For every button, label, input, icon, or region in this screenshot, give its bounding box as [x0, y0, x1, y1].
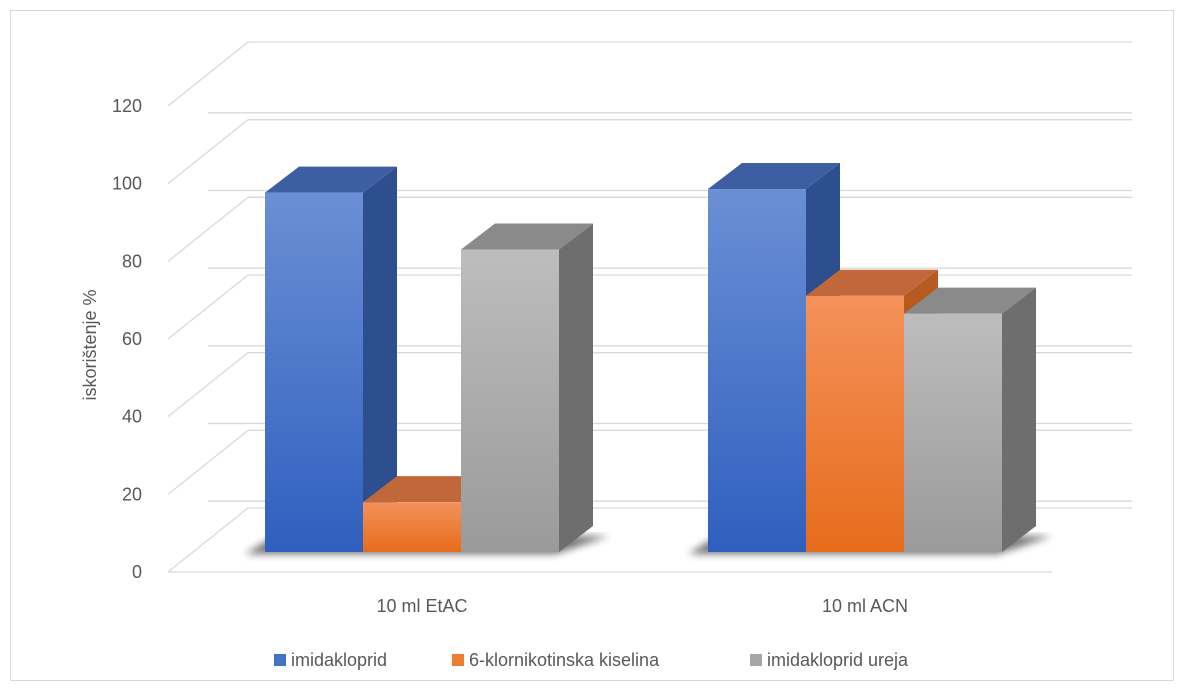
- legend-label: 6-klornikotinska kiselina: [469, 650, 660, 670]
- bar-side: [559, 223, 593, 552]
- bar-top: [461, 223, 593, 250]
- bar: [708, 189, 806, 553]
- x-category-label: 10 ml EtAC: [376, 596, 467, 616]
- bar: [265, 192, 363, 552]
- legend-label: imidakloprid: [291, 650, 387, 670]
- bar-side: [363, 166, 397, 552]
- gridline-diag: [167, 196, 249, 262]
- y-tick-label: 40: [122, 407, 142, 427]
- y-axis-label: iskorištenje %: [80, 289, 100, 400]
- bar-top: [904, 287, 1036, 314]
- bar: [461, 249, 559, 552]
- y-tick-label: 80: [122, 251, 142, 271]
- gridline-diag: [167, 352, 249, 418]
- bar: [363, 502, 461, 552]
- bar: [904, 313, 1002, 552]
- bar: [806, 295, 904, 552]
- x-category-labels: 10 ml EtAC 10 ml ACN: [376, 596, 908, 616]
- legend-label: imidakloprid ureja: [767, 650, 909, 670]
- legend-swatch: [452, 654, 464, 666]
- gridline-diag: [167, 119, 249, 185]
- y-tick-label: 120: [112, 96, 142, 116]
- y-tick-label: 0: [132, 562, 142, 582]
- gridline-diag: [167, 274, 249, 340]
- bar-top: [265, 166, 397, 193]
- bar-top: [708, 163, 840, 190]
- bar-side: [1002, 287, 1036, 552]
- legend: imidakloprid 6-klornikotinska kiselina imi…: [274, 650, 909, 670]
- gridline-diag: [167, 429, 249, 495]
- legend-swatch: [274, 654, 286, 666]
- y-tick-label: 60: [122, 329, 142, 349]
- bar-top: [806, 269, 938, 296]
- y-tick-labels: 0 20 40 60 80 100 120: [112, 96, 142, 582]
- gridline-diag: [167, 41, 249, 107]
- gridline-diag: [167, 507, 249, 573]
- bars: [265, 163, 1036, 553]
- x-category-label: 10 ml ACN: [822, 596, 908, 616]
- legend-swatch: [750, 654, 762, 666]
- y-tick-label: 100: [112, 174, 142, 194]
- y-tick-label: 20: [122, 484, 142, 504]
